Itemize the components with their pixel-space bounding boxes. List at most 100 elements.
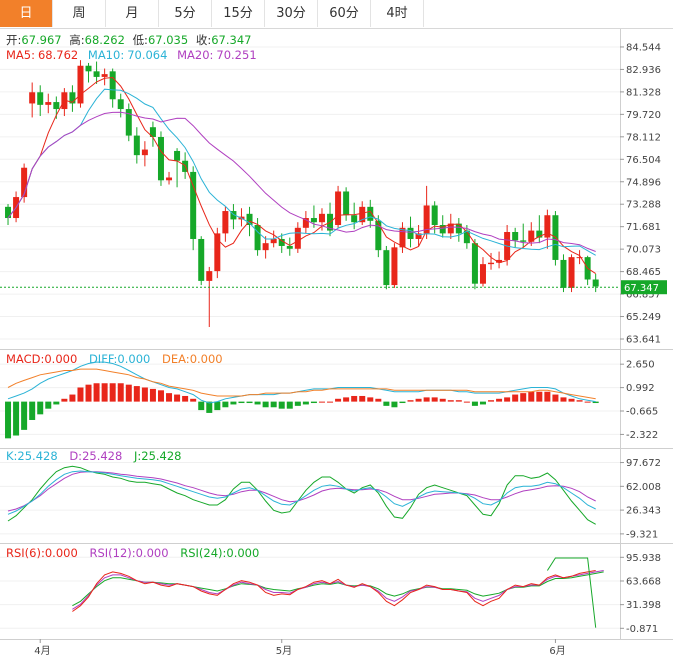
candle-body: [496, 259, 503, 263]
candle-body: [270, 238, 277, 244]
kdj-k-line: [7, 470, 596, 515]
candle-body: [157, 136, 164, 181]
macd-bar: [399, 401, 406, 404]
candle-body: [375, 220, 382, 251]
candle-body: [367, 206, 374, 221]
kdj-series: [7, 465, 596, 525]
candlestick-series: [0, 60, 620, 327]
macd-bar: [536, 391, 543, 402]
tab-7[interactable]: 60分: [318, 0, 371, 27]
macd-bar: [117, 383, 124, 402]
chart-area[interactable]: 84.544 82.936 81.328 79.720 78.112 76.504 74.8…: [0, 29, 673, 669]
macd-bar: [125, 384, 132, 402]
macd-diff-line: [7, 361, 596, 404]
macd-bar: [439, 398, 446, 402]
y-tick-label: -9.321: [626, 529, 658, 540]
tab-1[interactable]: 日: [0, 0, 53, 27]
macd-bar: [149, 388, 156, 402]
macd-bar: [359, 395, 366, 402]
candle-body: [125, 109, 132, 136]
candle-body: [101, 74, 108, 77]
macd-bar: [69, 394, 76, 402]
macd-bar: [335, 398, 342, 402]
y-tick-label: 97.672: [626, 458, 661, 469]
macd-bar: [294, 401, 301, 406]
macd-bar: [544, 391, 551, 402]
kdj-legend: K:25.428 D:25.428 J:25.428: [6, 449, 182, 463]
macd-bar: [270, 401, 277, 408]
y-tick-label: 73.288: [626, 200, 661, 211]
macd-bar: [230, 401, 237, 405]
candle-body: [447, 223, 454, 234]
candle-body: [214, 233, 221, 272]
candle-body: [69, 92, 76, 104]
macd-bar: [77, 387, 84, 402]
candle-body: [520, 240, 527, 242]
candle-body: [222, 211, 229, 234]
candle-body: [423, 205, 430, 234]
macd-bar: [206, 401, 213, 413]
macd-bar: [584, 401, 591, 403]
y-tick-label: 63.668: [626, 576, 661, 587]
y-tick-label: 26.343: [626, 506, 661, 517]
candle-body: [198, 238, 205, 281]
candle-body: [335, 191, 342, 226]
candle-body: [278, 238, 285, 246]
y-tick-label: 76.504: [626, 155, 661, 166]
x-axis-labels: 4月 5月 6月: [34, 639, 566, 657]
macd-bar: [512, 394, 519, 402]
candle-body: [166, 177, 173, 181]
y-tick-label: 66.857: [626, 290, 661, 301]
candle-body: [310, 218, 317, 223]
y-tick-label: 95.938: [626, 553, 661, 564]
tab-4[interactable]: 5分: [159, 0, 212, 27]
candle-body: [343, 191, 350, 216]
macd-bar: [431, 397, 438, 402]
macd-bar: [568, 398, 575, 402]
candle-body: [174, 150, 181, 161]
macd-bar: [592, 401, 599, 404]
macd-bar: [174, 394, 181, 402]
moving-average-lines: [7, 76, 596, 275]
macd-bar: [310, 401, 317, 404]
macd-bar: [576, 400, 583, 402]
kdj-d-line: [7, 471, 596, 512]
y-tick-label: 62.008: [626, 482, 661, 493]
macd-bar: [93, 383, 100, 402]
candle-body: [399, 227, 406, 248]
tab-8[interactable]: 4时: [371, 0, 424, 27]
macd-bar: [318, 401, 325, 403]
candle-body: [431, 205, 438, 226]
macd-bar: [302, 401, 309, 405]
macd-bar: [504, 397, 511, 402]
tab-6[interactable]: 30分: [265, 0, 318, 27]
grid-lines: [0, 46, 620, 629]
last-price-label: 67.347: [624, 283, 659, 294]
ma10-line: [7, 88, 596, 256]
candle-body: [149, 127, 156, 137]
macd-bar: [560, 397, 567, 402]
candle-body: [45, 102, 52, 105]
y-tick-label: 70.073: [626, 245, 661, 256]
candle-body: [294, 227, 301, 249]
macd-bar: [286, 401, 293, 409]
tab-5[interactable]: 15分: [212, 0, 265, 27]
candle-body: [302, 218, 309, 228]
candle-body: [5, 206, 12, 219]
macd-bar: [552, 394, 559, 402]
y-tick-label: 0.992: [626, 383, 655, 394]
y-tick-label: 31.398: [626, 600, 661, 611]
y-tick-label: 68.465: [626, 267, 661, 278]
macd-bar: [45, 401, 52, 409]
y-tick-label: 81.328: [626, 87, 661, 98]
candle-body: [536, 230, 543, 238]
macd-bar: [254, 401, 261, 405]
tab-3[interactable]: 月: [106, 0, 159, 27]
macd-bar: [471, 401, 478, 406]
macd-bar: [29, 401, 36, 420]
macd-bar: [109, 383, 116, 402]
macd-bar: [85, 384, 92, 402]
tab-2[interactable]: 周: [53, 0, 106, 27]
macd-dea-line: [7, 368, 596, 400]
macd-bar: [21, 401, 28, 430]
